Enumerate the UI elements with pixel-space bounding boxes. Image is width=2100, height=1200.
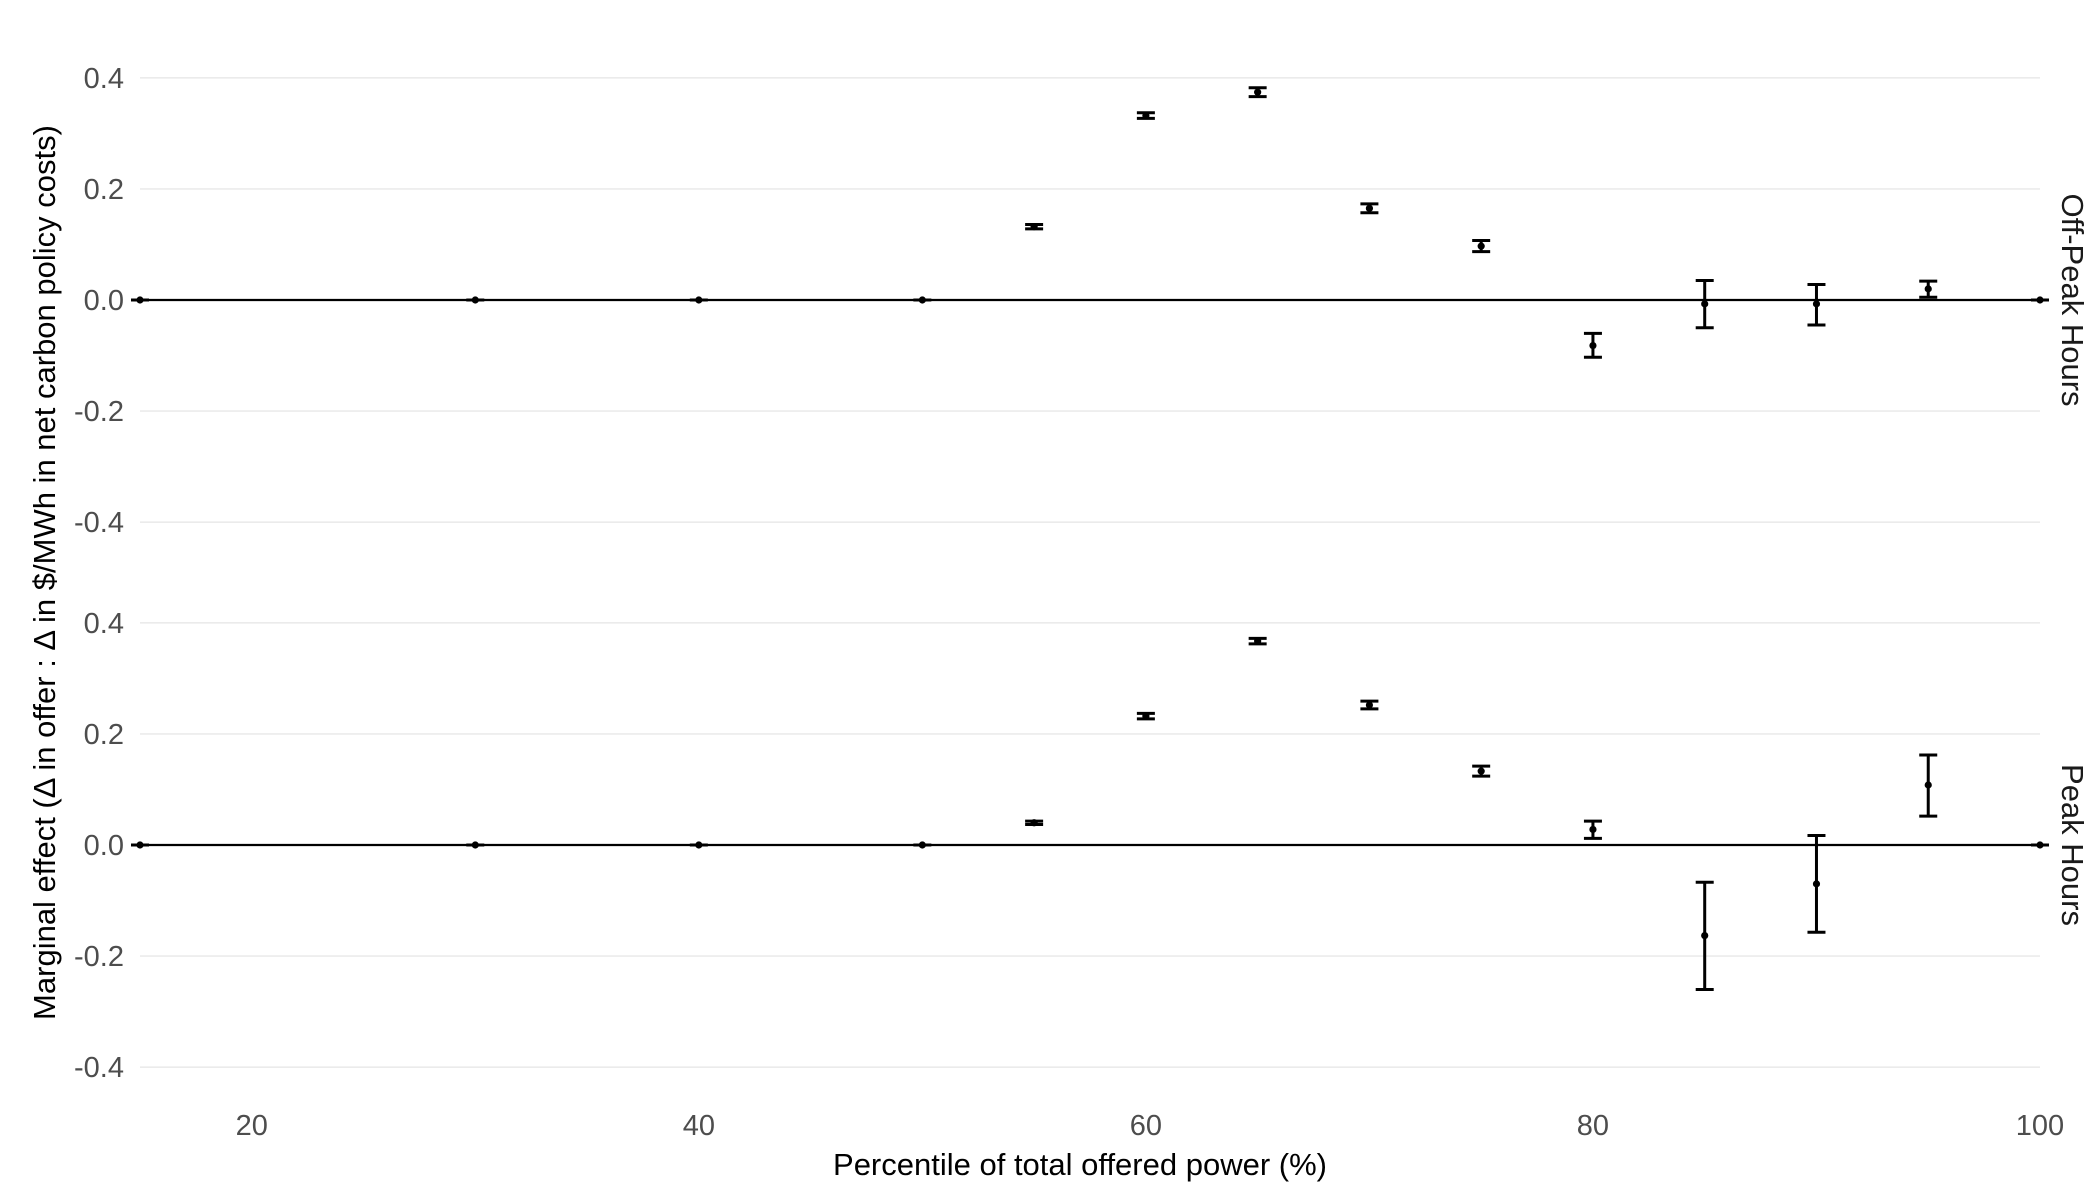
data-point xyxy=(1030,223,1038,231)
data-point xyxy=(695,296,703,304)
data-point xyxy=(1812,880,1821,888)
data-point xyxy=(1365,701,1374,709)
data-point xyxy=(918,296,926,304)
x-tick-label: 100 xyxy=(2016,1110,2064,1142)
data-point xyxy=(1924,285,1932,293)
y-axis-title: Marginal effect (Δ in offer : Δ in $/MWh… xyxy=(27,125,62,1020)
x-axis-title: Percentile of total offered power (%) xyxy=(833,1147,1327,1182)
data-point xyxy=(2036,296,2044,304)
facet-panel: -0.4 -0.2 0.0 0.2 0.4 Peak Hours xyxy=(74,608,2090,1084)
data-point xyxy=(471,841,479,849)
data-point xyxy=(1477,767,1485,775)
data-point xyxy=(918,841,926,849)
x-tick-label: 60 xyxy=(1130,1110,1162,1142)
data-point xyxy=(1030,819,1038,827)
facet-strip-label: Peak Hours xyxy=(2055,764,2090,926)
facet-panel: -0.4 -0.2 0.0 0.2 0.4 Off-Peak Hours xyxy=(74,63,2090,539)
y-tick-label: 0.4 xyxy=(84,63,124,95)
data-point xyxy=(1142,712,1150,720)
data-point xyxy=(136,296,144,304)
y-tick-label: -0.4 xyxy=(74,1052,124,1084)
y-tick-label: -0.2 xyxy=(74,396,124,428)
data-point xyxy=(1812,300,1821,308)
y-tick-label: 0.0 xyxy=(84,285,124,317)
data-point xyxy=(1142,111,1150,120)
facet-strip-label: Off-Peak Hours xyxy=(2055,193,2090,406)
data-point xyxy=(2036,841,2044,849)
data-point xyxy=(695,841,703,849)
data-point xyxy=(1589,341,1597,350)
data-point xyxy=(1365,204,1374,212)
facet-panels: -0.4 -0.2 0.0 0.2 0.4 Off-Peak Hours -0.4 -0.2 0… xyxy=(74,63,2090,1084)
data-point xyxy=(1701,300,1709,308)
x-tick-label: 80 xyxy=(1577,1110,1609,1142)
x-axis: 20 40 60 80 100 xyxy=(236,1110,2065,1142)
data-point xyxy=(1589,825,1597,834)
data-point xyxy=(1701,931,1709,940)
y-tick-label: 0.2 xyxy=(84,174,124,206)
x-tick-label: 20 xyxy=(236,1110,268,1142)
x-tick-label: 40 xyxy=(683,1110,715,1142)
y-tick-label: 0.0 xyxy=(84,830,124,862)
y-tick-label: 0.4 xyxy=(84,608,124,640)
y-tick-label: -0.4 xyxy=(74,507,124,539)
data-point xyxy=(1477,242,1485,250)
data-point xyxy=(1254,88,1262,96)
data-point xyxy=(1924,781,1932,789)
data-point xyxy=(471,296,479,304)
y-tick-label: 0.2 xyxy=(84,719,124,751)
y-tick-label: -0.2 xyxy=(74,941,124,973)
data-point xyxy=(1254,637,1262,645)
data-point xyxy=(136,841,144,849)
